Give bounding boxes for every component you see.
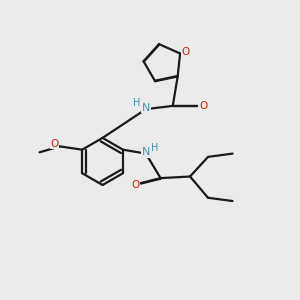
Text: N: N: [142, 103, 150, 112]
Text: H: H: [151, 143, 159, 153]
Text: H: H: [133, 98, 140, 108]
Text: N: N: [142, 147, 150, 157]
Text: O: O: [182, 47, 190, 57]
Text: O: O: [199, 101, 207, 111]
Text: O: O: [50, 139, 58, 149]
Text: O: O: [131, 180, 139, 190]
